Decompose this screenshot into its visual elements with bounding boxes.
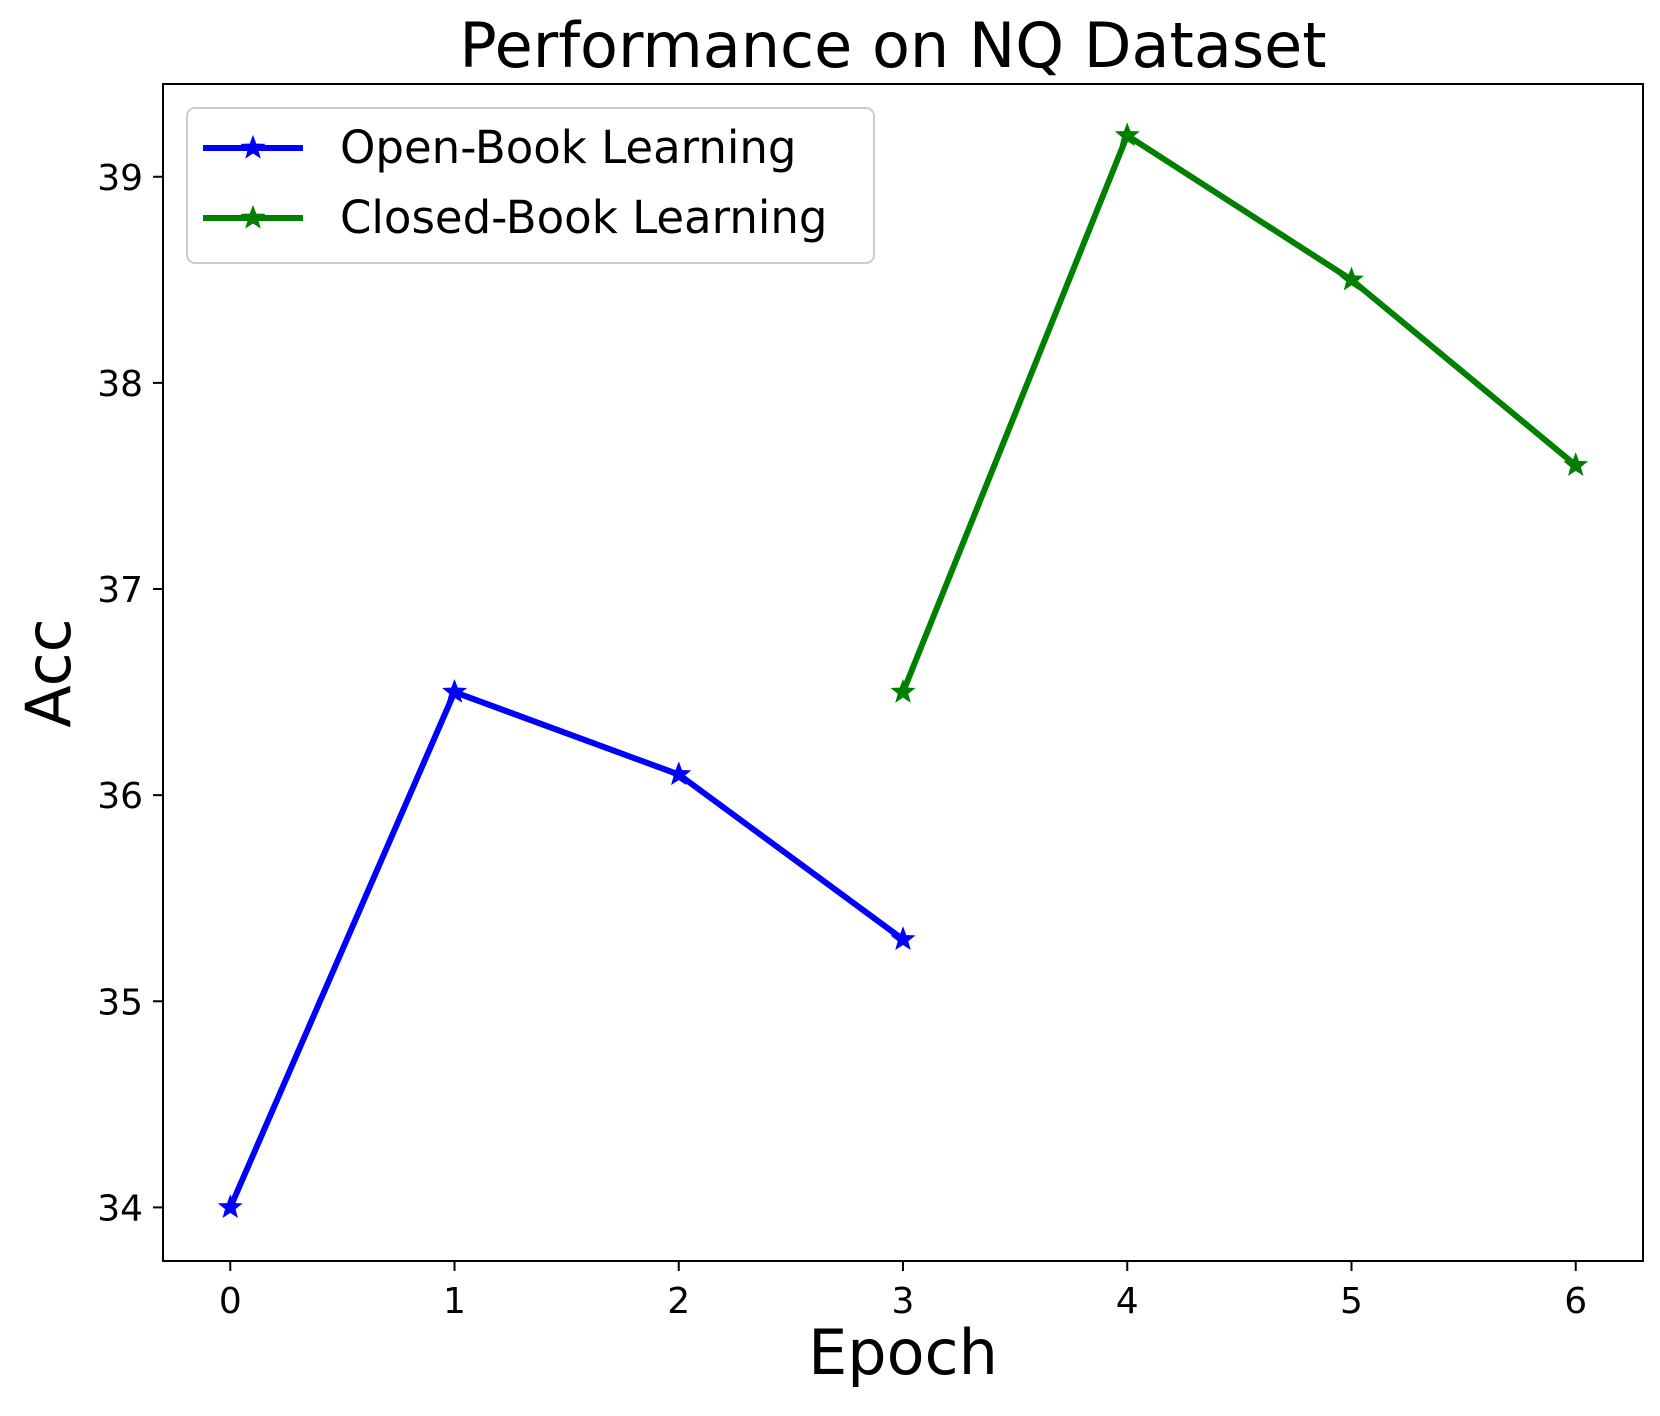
legend-entry-open-book: Open-Book Learning — [203, 121, 796, 174]
data-point — [890, 678, 916, 703]
x-tick-label: 3 — [892, 1281, 915, 1322]
y-tick-label: 36 — [97, 776, 143, 817]
legend-marker — [240, 134, 266, 159]
series-line-0 — [227, 689, 906, 1211]
y-tick-label: 37 — [97, 570, 143, 611]
y-tick-label: 35 — [97, 982, 143, 1023]
legend-marker — [240, 204, 266, 229]
data-point — [1114, 122, 1140, 147]
y-axis-label: Acc — [12, 618, 85, 728]
x-axis-label: Epoch — [808, 1316, 998, 1389]
chart-title: Performance on NQ Dataset — [459, 9, 1326, 82]
x-tick-label: 4 — [1116, 1281, 1139, 1322]
y-axis: 34 35 36 37 38 39 — [97, 158, 163, 1229]
series-layer — [217, 122, 1589, 1219]
data-point — [1338, 266, 1364, 291]
legend-label: Closed-Book Learning — [340, 191, 827, 244]
data-point — [890, 926, 916, 951]
y-tick-label: 38 — [97, 364, 143, 405]
legend-label: Open-Book Learning — [340, 121, 796, 174]
data-point — [1563, 452, 1589, 476]
legend: Open-Book Learning Closed-Book Learning — [186, 107, 875, 264]
y-tick-label: 34 — [97, 1188, 143, 1229]
legend-entry-closed-book: Closed-Book Learning — [203, 191, 827, 244]
x-tick-label: 6 — [1564, 1281, 1587, 1322]
x-tick-label: 0 — [219, 1281, 242, 1322]
x-tick-label: 2 — [667, 1281, 690, 1322]
y-tick-label: 39 — [97, 158, 143, 199]
x-axis: 0 1 2 3 4 5 6 — [219, 1261, 1587, 1322]
data-point — [442, 678, 468, 703]
x-tick-label: 1 — [443, 1281, 466, 1322]
x-tick-label: 5 — [1340, 1281, 1363, 1322]
legend-box — [186, 107, 875, 264]
series-line-1 — [900, 132, 1579, 696]
data-point — [666, 761, 692, 786]
data-point — [217, 1194, 243, 1219]
